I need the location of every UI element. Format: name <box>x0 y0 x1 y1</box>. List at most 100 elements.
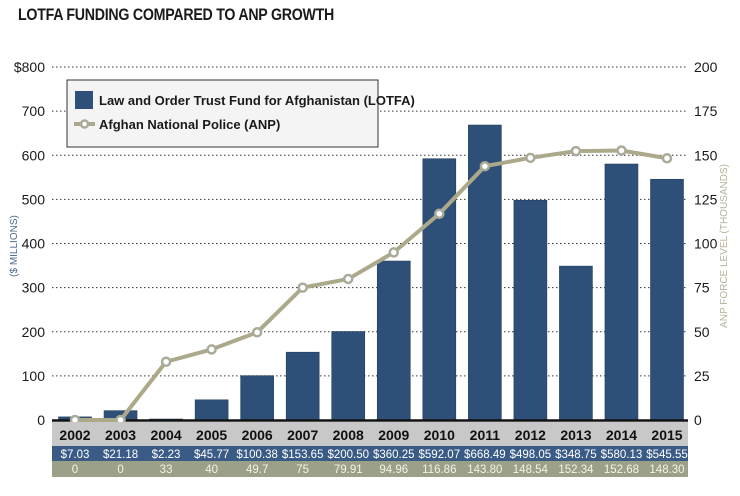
legend-label-anp: Afghan National Police (ANP) <box>99 117 280 132</box>
table-year-label: 2011 <box>470 427 501 443</box>
table-year-label: 2005 <box>196 427 227 443</box>
table-force-value: 79.91 <box>334 464 363 476</box>
bar-2014 <box>604 163 639 421</box>
right-tick-label: 125 <box>694 191 718 207</box>
table-year-label: 2008 <box>333 427 364 443</box>
table-funding-value: $21.18 <box>103 449 138 461</box>
bar-2007 <box>285 351 320 421</box>
legend-label-lotfa: Law and Order Trust Fund for Afghanistan… <box>99 93 415 108</box>
anp-point-2008 <box>342 273 354 285</box>
table-funding-value: $545.55 <box>646 449 688 461</box>
table-force-value: 33 <box>160 464 173 476</box>
left-tick-label: $800 <box>14 59 45 75</box>
table-year-label: 2013 <box>560 427 591 443</box>
anp-point-2006 <box>251 327 263 338</box>
bar-2008 <box>331 331 366 421</box>
table-force-value: 152.68 <box>604 464 639 476</box>
right-tick-label: 100 <box>694 236 718 252</box>
table-funding-row <box>52 446 688 461</box>
left-tick-label: 100 <box>22 368 46 384</box>
left-tick-label: 500 <box>22 191 46 207</box>
left-tick-label: 400 <box>22 236 46 252</box>
anp-line <box>69 145 673 426</box>
table-year-label: 2007 <box>287 427 318 443</box>
anp-point-2012 <box>525 152 536 164</box>
table-funding-value: $100.38 <box>236 449 278 461</box>
table-funding-value: $668.49 <box>464 449 506 461</box>
legend-line-swatch-icon <box>74 119 95 129</box>
legend-box <box>66 79 379 148</box>
table-force-value: 49.7 <box>246 464 268 476</box>
chart-title: LOTFA FUNDING COMPARED TO ANP GROWTH <box>18 6 335 24</box>
anp-point-2005 <box>206 344 217 355</box>
table-year-label: 2010 <box>424 427 455 443</box>
bar-2013 <box>559 265 593 421</box>
table-force-value: 152.34 <box>558 464 594 476</box>
bar-2005 <box>194 399 229 421</box>
right-tick-label: 200 <box>694 59 718 75</box>
right-axis-ticks: 0 25 50 75 100 125 150 175 200 <box>694 59 718 428</box>
anp-point-2013 <box>570 145 582 157</box>
table-year-label: 2004 <box>150 427 181 443</box>
table-year-label: 2012 <box>515 427 546 443</box>
anp-point-2015 <box>661 153 673 164</box>
table-funding-value: $200.50 <box>327 449 369 461</box>
anp-point-2009 <box>388 247 400 258</box>
table-force-value: 94.96 <box>379 464 408 476</box>
table-force-value: 75 <box>296 464 309 476</box>
left-tick-label: 600 <box>22 147 46 163</box>
anp-point-2004 <box>160 356 172 368</box>
table-force-value: 40 <box>205 464 218 476</box>
table-force-value: 116.86 <box>422 464 456 476</box>
table-force-value: 0 <box>72 464 78 476</box>
data-table: 2002 $7.03 0 2003 $21.18 0 2004 $2.23 33 2005 $45.… <box>52 422 688 477</box>
table-funding-value: $7.03 <box>61 449 90 461</box>
anp-point-2010 <box>434 208 445 219</box>
left-tick-label: 700 <box>22 103 46 119</box>
anp-point-2014 <box>616 145 627 156</box>
table-year-row <box>52 422 688 446</box>
table-force-row <box>52 461 688 477</box>
left-tick-label: 0 <box>37 412 45 428</box>
anp-line-path <box>75 148 668 422</box>
right-tick-label: 25 <box>694 368 710 384</box>
table-force-value: 0 <box>117 464 123 476</box>
table-year-label: 2006 <box>242 427 273 443</box>
legend: Law and Order Trust Fund for Afghanistan… <box>66 79 415 148</box>
bar-2006 <box>240 375 274 421</box>
right-axis-title: ANP FORCE LEVEL (THOUSANDS) <box>719 164 730 328</box>
anp-point-2011 <box>479 160 491 172</box>
table-year-label: 2009 <box>378 427 409 443</box>
bar-2009 <box>376 260 411 421</box>
right-tick-label: 50 <box>694 324 710 340</box>
table-force-value: 148.30 <box>649 464 684 476</box>
table-funding-value: $580.13 <box>601 449 643 461</box>
table-funding-value: $45.77 <box>194 449 229 461</box>
left-tick-label: 300 <box>22 280 46 296</box>
bar-2010 <box>422 158 457 421</box>
table-funding-value: $592.07 <box>419 449 461 461</box>
table-year-label: 2002 <box>59 427 90 443</box>
table-funding-value: $498.05 <box>510 449 552 461</box>
lotfa-bars <box>52 124 688 422</box>
table-force-value: 143.80 <box>467 464 502 476</box>
legend-bar-swatch-icon <box>75 91 93 109</box>
right-tick-label: 150 <box>694 147 718 163</box>
left-tick-label: 200 <box>22 324 46 340</box>
right-tick-label: 0 <box>694 412 702 428</box>
bar-2012 <box>513 199 548 421</box>
table-funding-value: $360.25 <box>373 449 415 461</box>
left-axis-ticks: 0 100 200 300 400 500 600 700 $800 <box>14 59 45 428</box>
table-funding-value: $2.23 <box>152 449 181 461</box>
table-year-label: 2003 <box>105 427 136 443</box>
bar-2015 <box>650 178 684 421</box>
left-axis-title: ($ MILLIONS) <box>9 215 20 277</box>
table-funding-value: $153.65 <box>282 449 324 461</box>
right-tick-label: 175 <box>694 103 718 119</box>
right-tick-label: 75 <box>694 280 710 296</box>
table-funding-value: $348.75 <box>555 449 597 461</box>
anp-point-2007 <box>297 282 308 293</box>
table-year-label: 2015 <box>651 427 682 443</box>
table-year-label: 2014 <box>606 427 637 443</box>
